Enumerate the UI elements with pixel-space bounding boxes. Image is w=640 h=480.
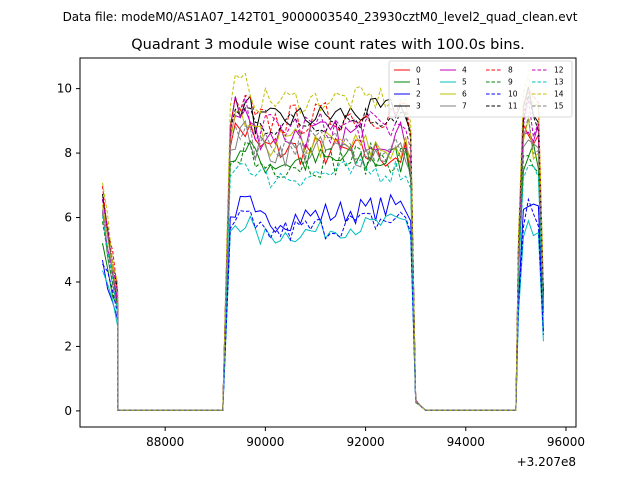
legend-label-3: 3 [416, 102, 421, 111]
legend-frame [388, 60, 573, 118]
series-line-7 [102, 119, 544, 411]
legend-label-9: 9 [508, 78, 513, 87]
y-axis: 0 2 4 6 8 10 [57, 82, 80, 418]
y-tick-label: 4 [64, 275, 72, 289]
y-tick-label: 0 [64, 404, 72, 418]
y-tick-label: 10 [57, 82, 72, 96]
legend-label-6: 6 [462, 90, 467, 99]
legend-label-2: 2 [416, 90, 421, 99]
y-tick-label: 2 [64, 339, 72, 353]
series-line-13 [102, 158, 544, 411]
legend-label-15: 15 [554, 102, 564, 111]
x-tick-label: 94000 [447, 435, 485, 449]
x-tick-label: 90000 [246, 435, 284, 449]
series-line-14 [102, 72, 544, 411]
x-tick-label: 92000 [346, 435, 384, 449]
x-tick-label: 88000 [146, 435, 184, 449]
y-tick-label: 6 [64, 211, 72, 225]
legend-label-8: 8 [508, 66, 513, 75]
legend-label-11: 11 [508, 102, 518, 111]
legend-label-14: 14 [554, 90, 564, 99]
x-axis: 88000 90000 92000 94000 96000 [146, 427, 585, 449]
legend-label-10: 10 [508, 90, 518, 99]
series-line-15 [102, 115, 544, 411]
series-line-5 [102, 213, 544, 411]
legend-label-1: 1 [416, 78, 421, 87]
x-tick-label: 96000 [547, 435, 585, 449]
legend-label-4: 4 [462, 66, 467, 75]
legend-label-5: 5 [462, 78, 467, 87]
legend-label-0: 0 [416, 66, 421, 75]
suptitle: Data file: modeM0/AS1A07_142T01_90000035… [63, 10, 578, 24]
series-line-1 [102, 139, 544, 411]
series-line-9 [102, 141, 544, 411]
legend-label-13: 13 [554, 78, 564, 87]
x-offset-label: +3.207e8 [517, 455, 576, 469]
plot-frame [79, 57, 577, 428]
series-line-3 [102, 86, 544, 411]
series-line-8 [102, 90, 544, 411]
y-tick-label: 8 [64, 146, 72, 160]
chart-title: Quadrant 3 module wise count rates with … [131, 37, 525, 53]
legend-label-7: 7 [462, 102, 467, 111]
series-layer [102, 72, 544, 411]
legend-label-12: 12 [554, 66, 564, 75]
